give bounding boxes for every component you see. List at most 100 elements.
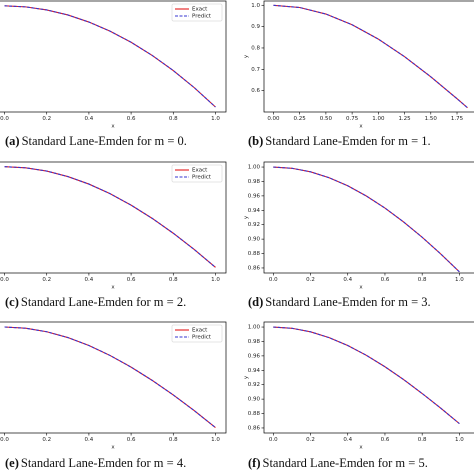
x-tick-label: 0.6 (381, 277, 390, 283)
x-tick-label: 0.0 (269, 277, 278, 283)
panel: 0.0 0.2 0.4 0.6 0.8 1.0 0.86 0.88 0.90 0.92 0.94 0.… (244, 161, 474, 309)
legend-label: Predict (192, 175, 212, 181)
x-tick-label: 0.2 (306, 277, 315, 283)
caption-text: Standard Lane-Emden for m = 5. (263, 456, 428, 470)
caption: (d) Standard Lane-Emden for m = 3. (248, 295, 431, 309)
series-line (273, 326, 460, 425)
series-line (4, 5, 216, 108)
legend-box (171, 324, 223, 343)
y-tick-label: 1.00 (248, 325, 261, 331)
legend-label: Predict (192, 14, 212, 20)
caption-label: (c) (5, 295, 19, 309)
y-tick-label: 0.98 (248, 339, 261, 345)
series-line (273, 4, 468, 109)
legend-label: Exact (192, 7, 208, 13)
y-tick-label: 1.00 (248, 165, 261, 171)
x-axis-label: x (111, 445, 115, 451)
y-tick-label: 0.7 (251, 67, 260, 73)
x-tick-label: 0.75 (346, 116, 359, 122)
x-tick-label: 0.4 (343, 437, 352, 443)
y-tick-label: 0.92 (248, 382, 260, 388)
plot-frame (0, 0, 227, 113)
y-tick-label: 0.88 (248, 251, 261, 257)
y-tick-label: 0.6 (251, 88, 260, 94)
x-tick-label: 0.4 (85, 116, 94, 122)
x-tick-label: 0.6 (127, 116, 136, 122)
caption-label: (d) (248, 295, 263, 309)
x-tick-label: 0.6 (381, 437, 390, 443)
series-line (4, 166, 216, 268)
x-axis-label: x (111, 285, 115, 291)
x-tick-label: 0.8 (169, 277, 178, 283)
legend-label: Exact (192, 328, 208, 334)
x-tick-label: 0.0 (0, 437, 9, 443)
caption: (b) Standard Lane-Emden for m = 1. (248, 134, 431, 148)
plot-frame (263, 0, 474, 113)
caption-text: Standard Lane-Emden for m = 1. (265, 134, 430, 148)
legend-box (171, 3, 223, 22)
x-tick-label: 0.2 (306, 437, 315, 443)
x-tick-label: 0.8 (418, 437, 427, 443)
x-tick-label: 1.0 (455, 277, 464, 283)
legend-label: Exact (192, 168, 208, 174)
x-tick-label: 0.6 (127, 277, 136, 283)
caption-label: (e) (5, 456, 19, 470)
x-tick-label: 1.0 (455, 437, 464, 443)
x-axis-label: x (359, 445, 363, 451)
x-tick-label: 1.0 (211, 277, 220, 283)
caption: (a) Standard Lane-Emden for m = 0. (5, 134, 187, 148)
panel: 0.00 0.25 0.50 0.75 1.00 1.25 1.50 1.75 0.6 0.7 0.… (244, 0, 474, 148)
plot-frame (263, 321, 474, 434)
x-tick-label: 0.8 (418, 277, 427, 283)
y-tick-label: 0.90 (248, 237, 261, 243)
x-tick-label: 0.00 (267, 116, 280, 122)
y-tick-label: 0.86 (248, 265, 261, 271)
caption-label: (a) (5, 134, 20, 148)
x-tick-label: 1.25 (398, 116, 411, 122)
plot-frame (263, 161, 474, 274)
y-tick-label: 0.9 (251, 24, 260, 30)
y-tick-label: 0.88 (248, 411, 261, 417)
x-tick-label: 1.50 (425, 116, 438, 122)
x-tick-label: 0.50 (320, 116, 333, 122)
x-tick-label: 1.0 (211, 116, 220, 122)
y-tick-label: 0.90 (248, 397, 261, 403)
x-tick-label: 0.6 (127, 437, 136, 443)
x-tick-label: 0.25 (294, 116, 307, 122)
x-axis-label: x (359, 124, 363, 130)
y-tick-label: 1.0 (251, 3, 260, 9)
y-axis-label: y (244, 215, 250, 219)
series-line (273, 326, 460, 425)
legend-label: Predict (192, 335, 212, 341)
plot-frame (0, 321, 227, 434)
caption: (c) Standard Lane-Emden for m = 2. (5, 295, 186, 309)
series-line (4, 326, 216, 428)
x-axis-label: x (111, 124, 115, 130)
caption: (f) Standard Lane-Emden for m = 5. (248, 456, 428, 470)
x-tick-label: 0.0 (269, 437, 278, 443)
series-line (273, 4, 468, 109)
x-axis-label: x (359, 285, 363, 291)
caption-text: Standard Lane-Emden for m = 4. (21, 456, 186, 470)
x-tick-label: 1.0 (211, 437, 220, 443)
x-tick-label: 0.2 (42, 277, 51, 283)
y-tick-label: 0.96 (248, 353, 261, 359)
x-tick-label: 0.8 (169, 116, 178, 122)
x-tick-label: 0.8 (169, 437, 178, 443)
legend-box (171, 164, 223, 183)
y-tick-label: 0.8 (251, 45, 260, 51)
caption-label: (f) (248, 456, 261, 470)
caption-text: Standard Lane-Emden for m = 2. (21, 295, 186, 309)
y-tick-label: 0.94 (248, 368, 261, 374)
x-tick-label: 1.00 (372, 116, 385, 122)
y-tick-label: 0.94 (248, 208, 261, 214)
y-axis-label: y (244, 54, 250, 58)
y-tick-label: 0.96 (248, 193, 261, 199)
plot-frame (0, 161, 227, 274)
x-tick-label: 0.2 (42, 437, 51, 443)
x-tick-label: 0.0 (0, 116, 9, 122)
